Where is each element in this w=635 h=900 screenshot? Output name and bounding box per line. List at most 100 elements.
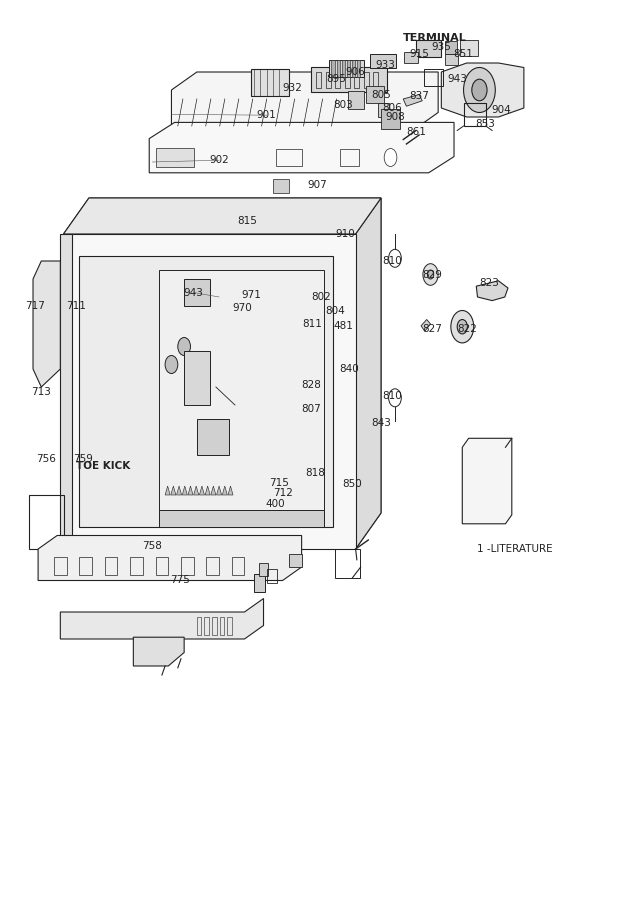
Bar	[156, 557, 168, 575]
Bar	[352, 60, 355, 76]
Polygon shape	[171, 486, 176, 495]
Text: 915: 915	[409, 49, 429, 59]
Polygon shape	[64, 198, 381, 549]
Text: 837: 837	[409, 91, 429, 102]
Polygon shape	[228, 486, 233, 495]
Text: TOE KICK: TOE KICK	[76, 461, 131, 472]
Text: 828: 828	[301, 380, 321, 391]
Text: 758: 758	[142, 541, 163, 552]
Polygon shape	[177, 486, 182, 495]
Text: 904: 904	[491, 104, 512, 115]
Text: 713: 713	[31, 386, 51, 397]
Bar	[381, 109, 400, 129]
Polygon shape	[222, 486, 227, 495]
Bar	[200, 213, 244, 230]
Text: 806: 806	[382, 103, 402, 113]
Bar	[159, 270, 324, 513]
Bar	[348, 91, 364, 109]
Bar	[220, 617, 224, 635]
Bar	[289, 554, 302, 567]
Polygon shape	[64, 198, 381, 234]
Bar	[54, 557, 67, 575]
Text: 895: 895	[326, 74, 347, 85]
Text: 810: 810	[382, 256, 403, 266]
Text: 802: 802	[311, 292, 331, 302]
Bar	[79, 557, 92, 575]
Bar	[159, 510, 324, 526]
Bar	[184, 279, 210, 306]
Bar	[251, 69, 289, 96]
Polygon shape	[403, 94, 422, 106]
Bar	[227, 617, 232, 635]
Bar	[460, 40, 478, 56]
Text: 823: 823	[479, 278, 499, 289]
Polygon shape	[421, 320, 431, 331]
Bar	[340, 149, 359, 166]
Bar	[357, 60, 360, 76]
Bar	[29, 495, 64, 549]
Circle shape	[165, 356, 178, 373]
Text: 805: 805	[371, 89, 391, 100]
Polygon shape	[462, 438, 512, 524]
Bar	[416, 40, 441, 57]
Text: TERMINAL: TERMINAL	[403, 32, 467, 43]
Text: 933: 933	[375, 59, 396, 70]
Circle shape	[356, 225, 371, 247]
Circle shape	[472, 79, 487, 101]
Circle shape	[423, 264, 438, 285]
Text: 910: 910	[335, 229, 355, 239]
Bar	[331, 60, 335, 76]
Bar	[354, 72, 359, 88]
Bar	[464, 104, 486, 126]
Bar	[342, 60, 345, 76]
Text: 756: 756	[36, 454, 57, 464]
Text: 803: 803	[333, 100, 353, 111]
Circle shape	[464, 68, 495, 112]
Text: 775: 775	[170, 574, 190, 585]
Text: 932: 932	[282, 83, 302, 94]
Bar	[364, 72, 369, 88]
Polygon shape	[194, 486, 199, 495]
Polygon shape	[476, 281, 508, 301]
Bar	[181, 557, 194, 575]
Polygon shape	[356, 198, 381, 549]
Text: 908: 908	[385, 112, 406, 122]
Bar	[444, 54, 458, 65]
Text: 815: 815	[237, 215, 258, 226]
Bar	[335, 72, 340, 88]
Bar	[316, 72, 321, 88]
Text: 481: 481	[333, 320, 354, 331]
Bar	[197, 617, 201, 635]
Bar	[64, 234, 356, 549]
Text: 829: 829	[422, 269, 442, 280]
Text: 906: 906	[345, 67, 366, 77]
Bar	[276, 149, 302, 166]
Text: 935: 935	[431, 41, 451, 52]
Text: 715: 715	[269, 478, 290, 489]
Bar	[156, 148, 194, 167]
Text: 851: 851	[453, 49, 474, 59]
Polygon shape	[188, 486, 193, 495]
Text: 843: 843	[371, 418, 391, 428]
Polygon shape	[165, 486, 170, 495]
Polygon shape	[38, 536, 302, 580]
Bar	[267, 569, 277, 583]
Bar	[130, 557, 143, 575]
Text: 901: 901	[257, 110, 277, 121]
Polygon shape	[149, 122, 454, 173]
Text: 827: 827	[422, 323, 442, 334]
Bar	[60, 234, 72, 549]
Text: 811: 811	[302, 319, 322, 329]
Polygon shape	[60, 598, 264, 639]
Bar	[378, 103, 389, 117]
Bar	[273, 179, 289, 193]
Polygon shape	[182, 486, 187, 495]
Text: 853: 853	[475, 119, 495, 130]
Text: 759: 759	[72, 454, 93, 464]
Bar	[366, 86, 384, 103]
Bar	[105, 557, 117, 575]
Polygon shape	[441, 63, 524, 117]
Bar	[404, 52, 418, 63]
Bar	[232, 557, 244, 575]
Circle shape	[457, 320, 467, 334]
